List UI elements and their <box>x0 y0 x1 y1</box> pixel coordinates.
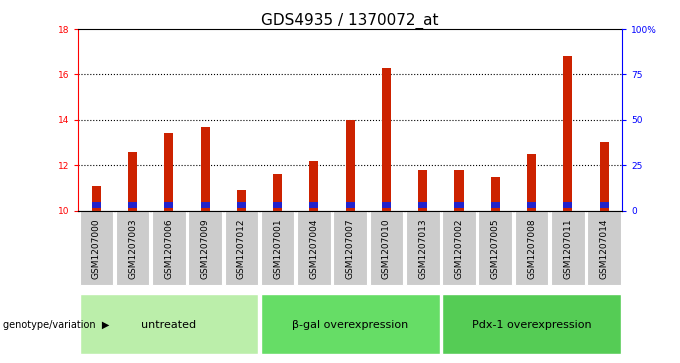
Bar <box>345 120 355 211</box>
Bar <box>454 170 464 211</box>
Text: GSM1207009: GSM1207009 <box>201 218 209 279</box>
Bar <box>165 202 173 208</box>
Bar <box>382 202 391 208</box>
Text: GSM1207004: GSM1207004 <box>309 219 318 279</box>
Bar <box>454 202 464 208</box>
Bar <box>237 190 246 211</box>
Text: untreated: untreated <box>141 320 197 330</box>
Bar <box>92 185 101 211</box>
Bar <box>563 202 573 208</box>
Text: GSM1207007: GSM1207007 <box>345 218 355 279</box>
Text: GSM1207013: GSM1207013 <box>418 218 427 279</box>
Bar <box>382 68 391 211</box>
Bar <box>165 133 173 211</box>
Text: β-gal overexpression: β-gal overexpression <box>292 320 408 330</box>
Bar <box>128 202 137 208</box>
Bar <box>309 160 318 211</box>
Bar <box>491 176 500 211</box>
Text: GSM1207008: GSM1207008 <box>527 218 536 279</box>
Bar <box>600 143 609 211</box>
Text: GSM1207012: GSM1207012 <box>237 219 246 279</box>
Text: GSM1207011: GSM1207011 <box>563 218 573 279</box>
Bar <box>418 170 427 211</box>
Bar <box>273 202 282 208</box>
Text: GSM1207014: GSM1207014 <box>600 219 609 279</box>
Bar <box>128 152 137 211</box>
Bar <box>273 174 282 211</box>
Bar <box>491 202 500 208</box>
Text: GSM1207005: GSM1207005 <box>491 218 500 279</box>
Bar <box>237 202 246 208</box>
Text: GSM1207001: GSM1207001 <box>273 218 282 279</box>
Text: GSM1207003: GSM1207003 <box>128 218 137 279</box>
Bar <box>201 202 209 208</box>
Bar <box>92 202 101 208</box>
Bar <box>563 56 573 211</box>
Text: GSM1207010: GSM1207010 <box>382 218 391 279</box>
Text: GSM1207000: GSM1207000 <box>92 218 101 279</box>
Bar <box>527 154 536 211</box>
Title: GDS4935 / 1370072_at: GDS4935 / 1370072_at <box>261 13 439 29</box>
Text: Pdx-1 overexpression: Pdx-1 overexpression <box>472 320 592 330</box>
Bar <box>345 202 355 208</box>
Bar <box>600 202 609 208</box>
Text: GSM1207002: GSM1207002 <box>454 219 464 279</box>
Text: GSM1207006: GSM1207006 <box>165 218 173 279</box>
Bar <box>418 202 427 208</box>
Bar <box>527 202 536 208</box>
Text: genotype/variation  ▶: genotype/variation ▶ <box>3 320 109 330</box>
Bar <box>201 127 209 211</box>
Bar <box>309 202 318 208</box>
